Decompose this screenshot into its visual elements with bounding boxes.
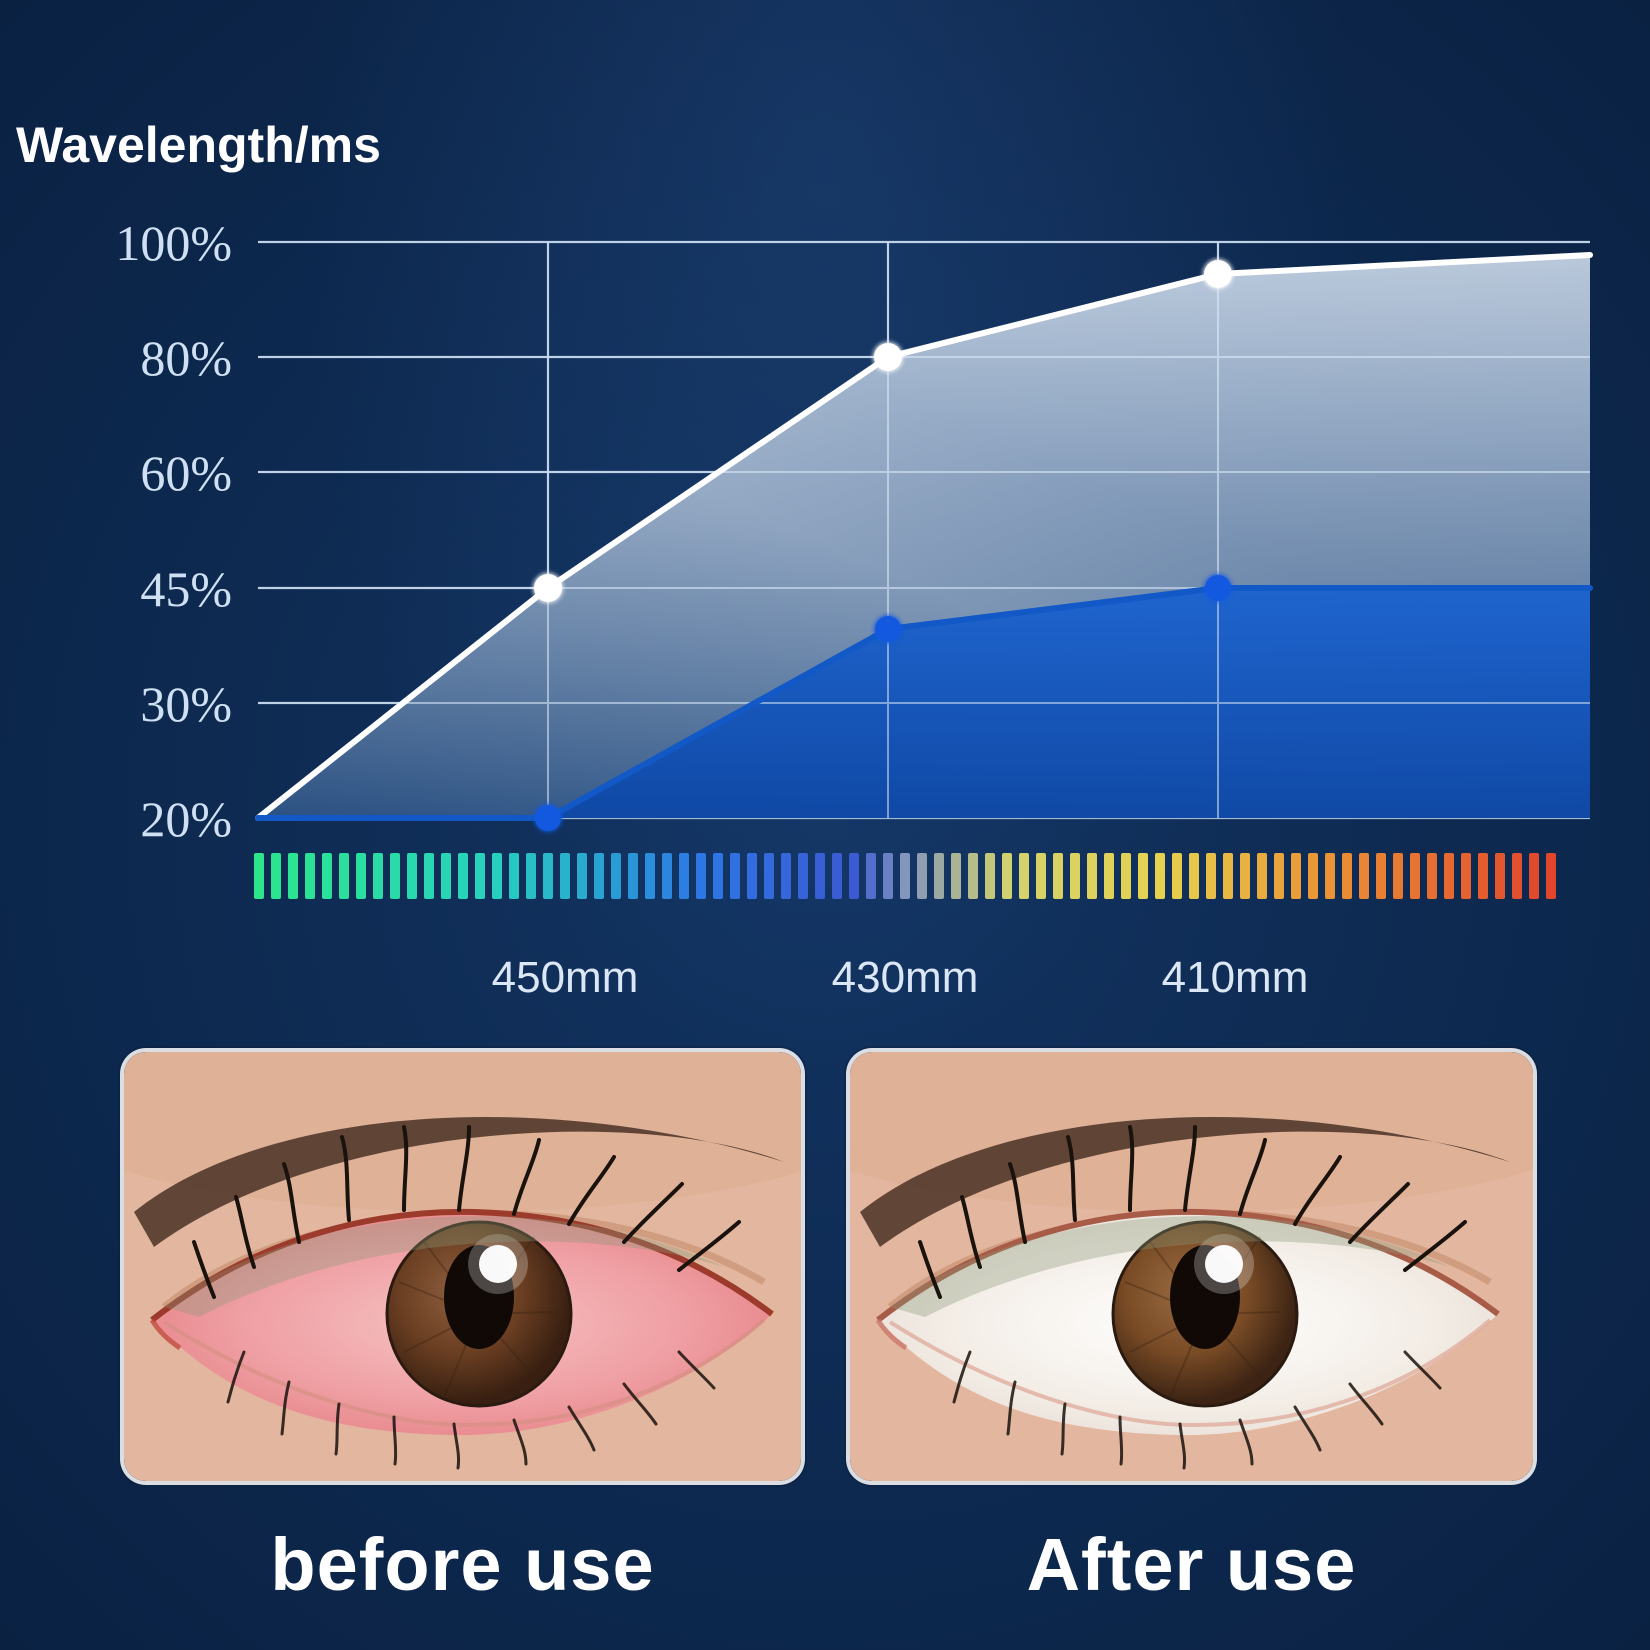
svg-text:450mm: 450mm	[492, 953, 639, 1002]
svg-text:410mm: 410mm	[1162, 953, 1309, 1002]
svg-text:80%: 80%	[140, 330, 232, 386]
svg-text:60%: 60%	[140, 445, 232, 501]
svg-text:45%: 45%	[140, 561, 232, 617]
svg-text:20%: 20%	[140, 791, 232, 847]
svg-text:430mm: 430mm	[832, 953, 979, 1002]
svg-text:100%: 100%	[115, 215, 232, 271]
svg-text:30%: 30%	[140, 676, 232, 732]
